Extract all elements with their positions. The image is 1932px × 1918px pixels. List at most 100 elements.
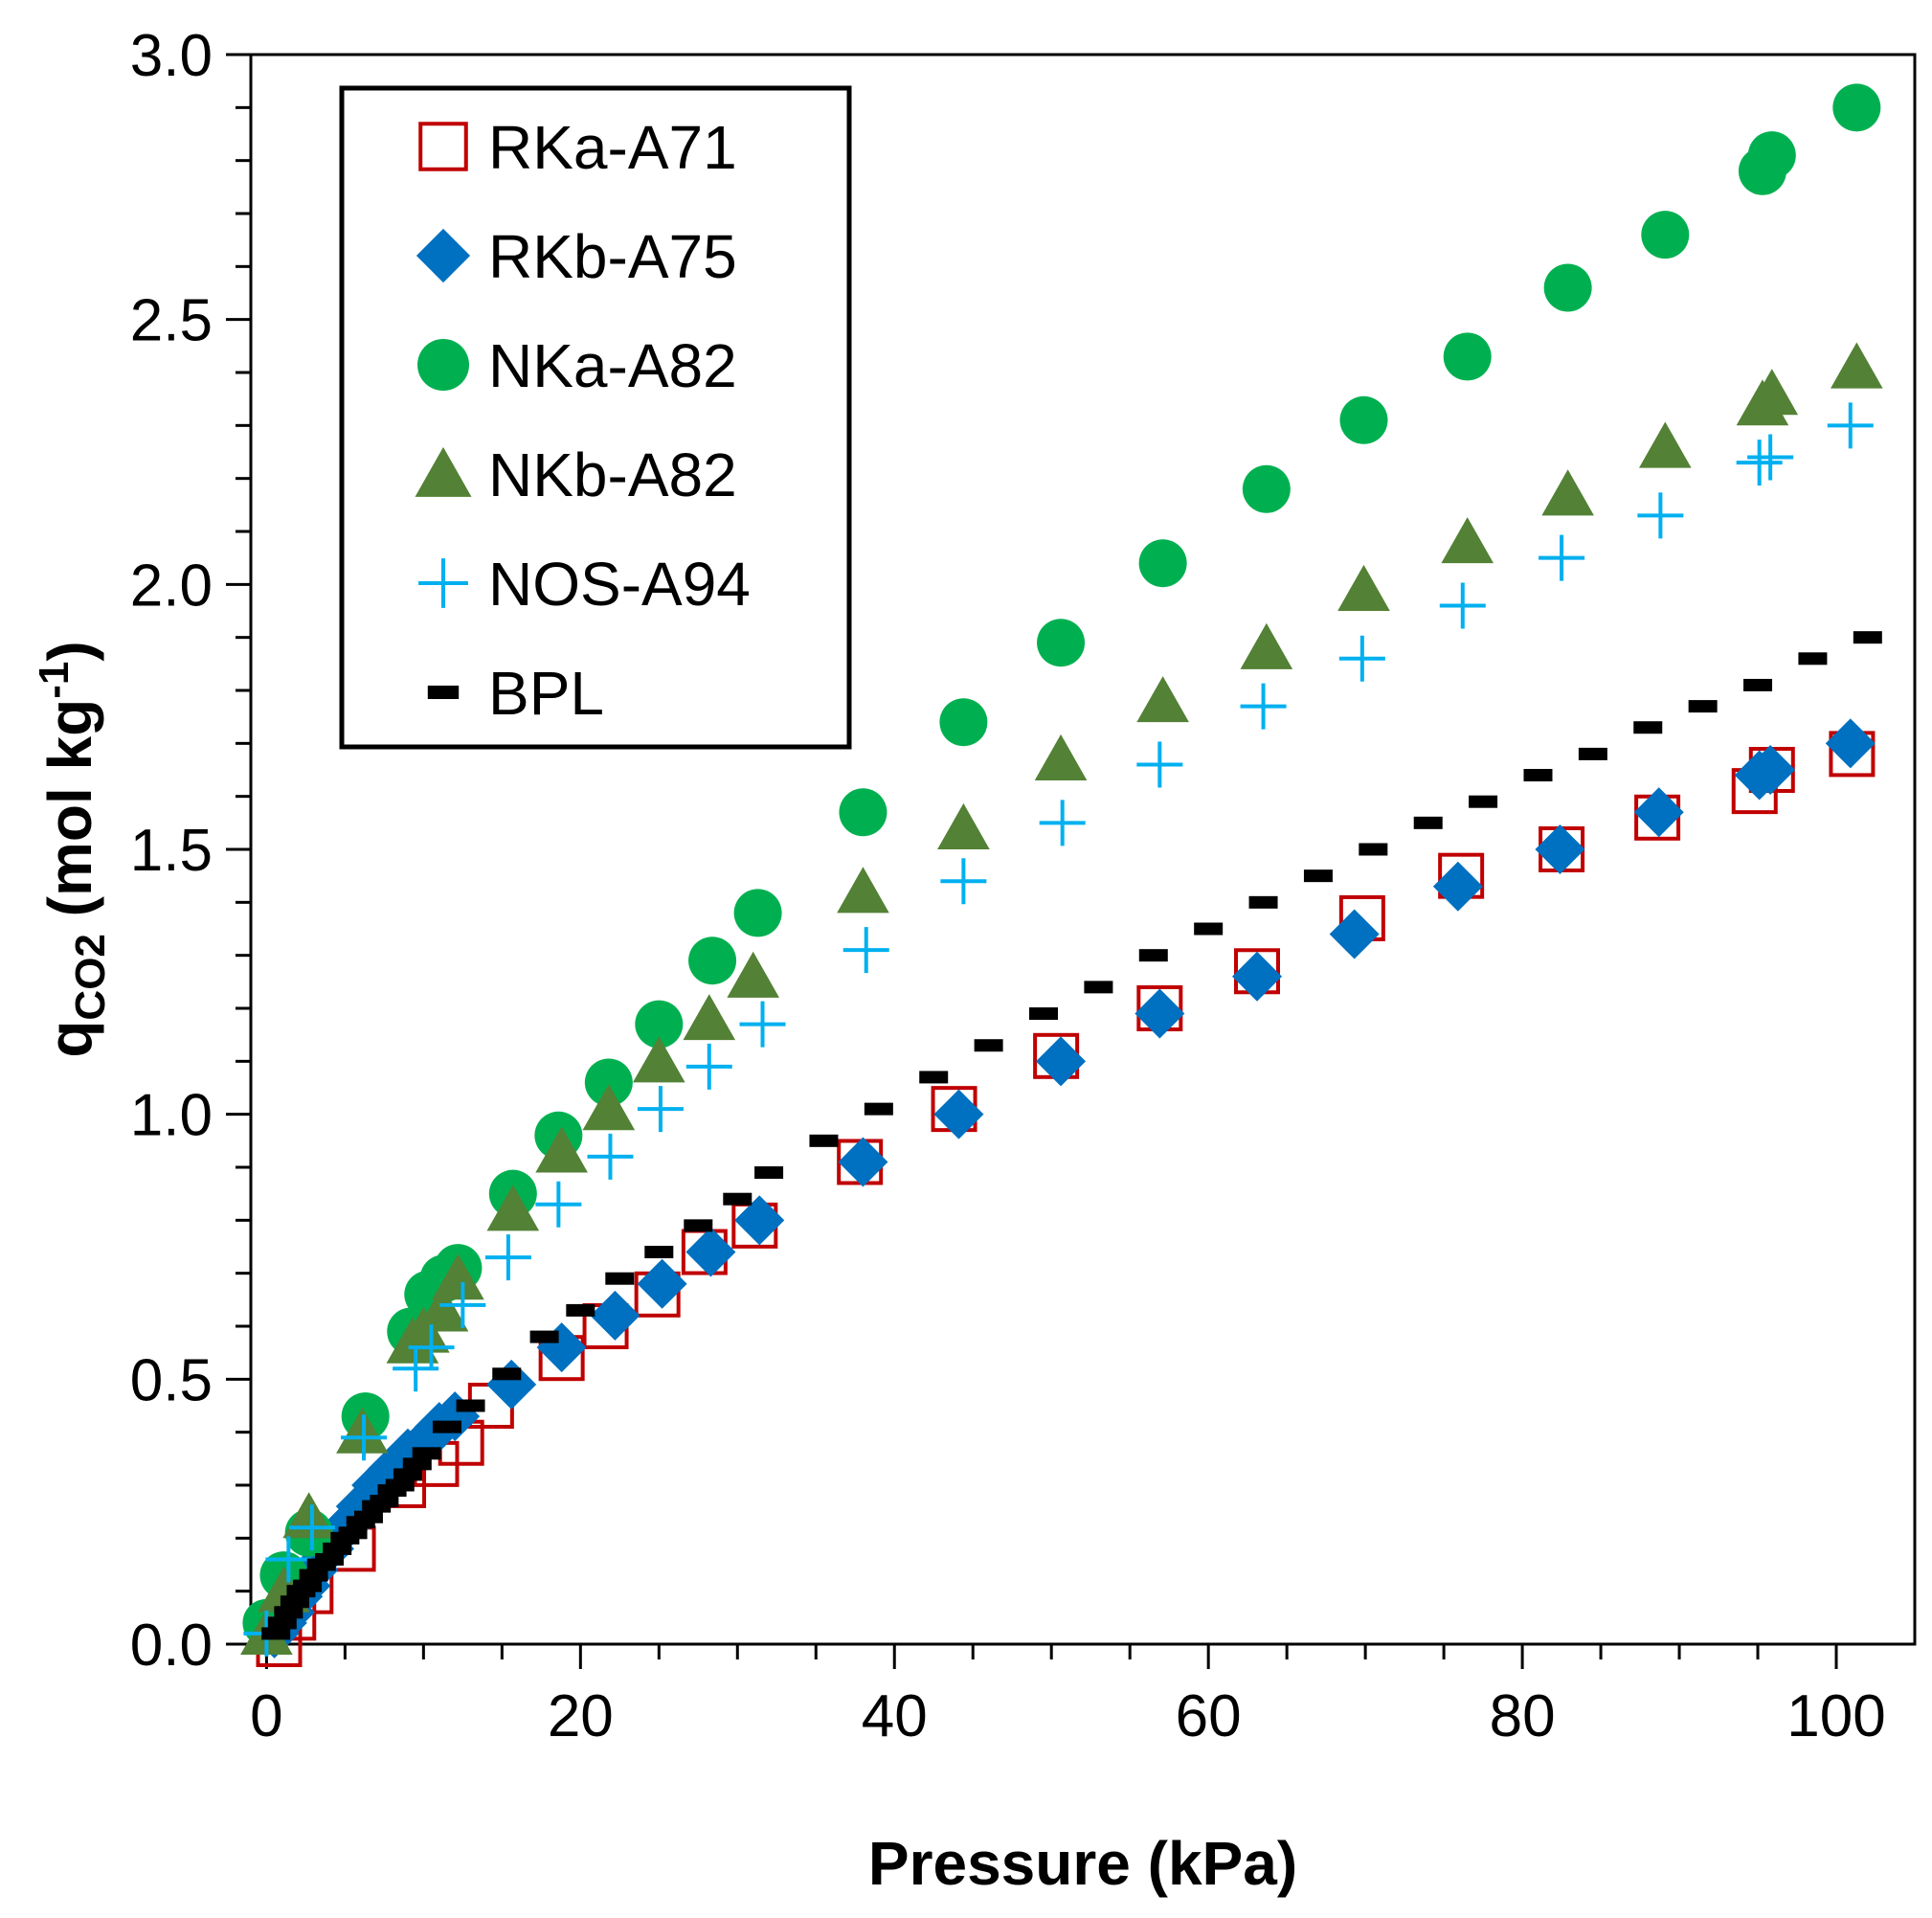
data-point-bpl — [293, 1579, 323, 1592]
x-tick-label: 0 — [250, 1683, 282, 1749]
legend-marker-rkb-a75 — [416, 228, 471, 283]
y-axis-title: qCO2 (mol kg-1) — [31, 641, 114, 1057]
axis-tick-labels: 0 20 40 60 80 100 0.0 0.5 1.0 1.5 2.0 2.5 3.0 — [130, 23, 1886, 1749]
data-point-nkb-a82 — [1831, 342, 1883, 389]
data-point-bpl — [385, 1478, 415, 1492]
x-tick-label: 100 — [1786, 1683, 1885, 1749]
data-point-nkb-a82 — [633, 1036, 685, 1083]
data-point-nka-a82 — [733, 889, 782, 937]
data-point-nkb-a82 — [582, 1084, 636, 1131]
data-point-nos-a94 — [1827, 402, 1874, 449]
data-point-nos-a94 — [288, 1504, 335, 1551]
data-point-nkb-a82 — [486, 1185, 540, 1231]
data-point-bpl — [412, 1447, 441, 1460]
data-point-nkb-a82 — [837, 867, 889, 914]
x-tick-label: 60 — [1176, 1683, 1242, 1749]
x-axis-title: Pressure (kPa) — [868, 1829, 1297, 1898]
data-point-nkb-a82 — [1034, 733, 1088, 781]
y-tick-label: 3.0 — [130, 23, 213, 89]
data-point-nos-a94 — [1136, 741, 1183, 788]
data-point-nos-a94 — [637, 1086, 684, 1133]
data-point-bpl — [1469, 795, 1498, 808]
data-point-bpl — [1029, 1007, 1059, 1021]
data-point-bpl — [974, 1039, 1003, 1052]
data-point-nos-a94 — [265, 1536, 312, 1583]
data-point-rkb-a75 — [1134, 988, 1185, 1039]
data-point-nkb-a82 — [727, 951, 779, 998]
data-point-bpl — [1359, 843, 1388, 856]
data-point-bpl — [1798, 652, 1828, 666]
data-point-bpl — [432, 1420, 461, 1433]
data-point-nka-a82 — [1138, 539, 1187, 588]
data-point-nka-a82 — [1543, 263, 1592, 312]
data-point-nos-a94 — [587, 1133, 634, 1180]
legend-marker-nka-a82 — [417, 339, 469, 391]
data-point-rkb-a75 — [685, 1227, 736, 1277]
y-tick-label: 2.5 — [130, 288, 213, 354]
data-point-rkb-a75 — [590, 1290, 640, 1341]
data-point-bpl — [754, 1166, 784, 1180]
data-point-bpl — [566, 1303, 595, 1317]
data-point-bpl — [1248, 895, 1278, 909]
data-point-rkb-a75 — [1633, 787, 1684, 838]
y-tick-label: 2.0 — [130, 553, 213, 619]
data-point-nos-a94 — [1736, 440, 1783, 486]
y-axis-title-unit: (mol kg — [35, 699, 104, 934]
data-point-bpl — [1138, 949, 1168, 962]
data-point-nkb-a82 — [432, 1253, 484, 1300]
data-point-rkb-a75 — [1036, 1036, 1087, 1087]
legend-marker-bpl — [427, 685, 460, 700]
data-point-bpl — [529, 1330, 559, 1343]
x-tick-label: 80 — [1490, 1683, 1556, 1749]
legend-label-bpl: BPL — [488, 659, 604, 728]
data-point-rkb-a75 — [1231, 951, 1282, 1002]
data-point-bpl — [809, 1134, 839, 1147]
legend-label-rka-a71: RKa-A71 — [488, 113, 737, 182]
data-point-nka-a82 — [939, 698, 988, 747]
data-series — [240, 83, 1883, 1667]
data-point-bpl — [492, 1367, 522, 1381]
y-axis-title-main: q — [35, 1021, 104, 1058]
data-point-rkb-a75 — [1329, 909, 1380, 959]
data-point-nos-a94 — [408, 1324, 455, 1371]
data-point-bpl — [261, 1627, 291, 1640]
data-point-nkb-a82 — [1136, 676, 1189, 723]
y-axis-title-subscript: CO2 — [67, 934, 114, 1020]
data-point-rkb-a75 — [734, 1195, 785, 1246]
data-point-nos-a94 — [1439, 582, 1486, 629]
data-point-bpl — [864, 1102, 893, 1116]
data-point-nka-a82 — [584, 1058, 633, 1107]
legend-marker-nkb-a82 — [415, 446, 472, 497]
data-point-nos-a94 — [484, 1234, 531, 1281]
data-point-nka-a82 — [688, 936, 737, 985]
data-point-nka-a82 — [1641, 211, 1690, 259]
data-point-nos-a94 — [1637, 492, 1684, 539]
y-axis-title-exponent: -1 — [31, 662, 78, 699]
data-point-bpl — [299, 1568, 328, 1582]
data-point-nos-a94 — [940, 858, 987, 905]
data-point-nka-a82 — [1443, 332, 1492, 381]
data-point-rkb-a75 — [838, 1137, 888, 1187]
data-point-rkb-a75 — [637, 1258, 687, 1309]
data-point-rkb-a75 — [1825, 718, 1876, 769]
data-point-nos-a94 — [535, 1181, 582, 1228]
data-point-bpl — [1853, 631, 1882, 644]
legend-label-rkb-a75: RKb-A75 — [488, 222, 737, 291]
legend: RKa-A71 RKb-A75 NKa-A82 NKb-A82 NOS-A94 BPL — [339, 85, 852, 750]
data-point-bpl — [1303, 869, 1333, 883]
y-tick-label: 1.0 — [130, 1083, 213, 1149]
data-point-bpl — [353, 1510, 383, 1523]
data-point-nka-a82 — [1832, 83, 1881, 132]
y-axis-title-close: ) — [35, 641, 104, 661]
data-point-bpl — [323, 1542, 352, 1555]
data-point-bpl — [1194, 922, 1224, 936]
data-point-bpl — [1413, 816, 1443, 829]
legend-marker-rka-a71 — [418, 122, 468, 171]
y-tick-label: 0.5 — [130, 1347, 213, 1413]
data-point-bpl — [274, 1606, 303, 1619]
data-point-nos-a94 — [1539, 534, 1585, 581]
data-point-nkb-a82 — [1541, 469, 1594, 516]
y-tick-label: 1.5 — [130, 818, 213, 884]
data-point-nkb-a82 — [1441, 517, 1494, 564]
